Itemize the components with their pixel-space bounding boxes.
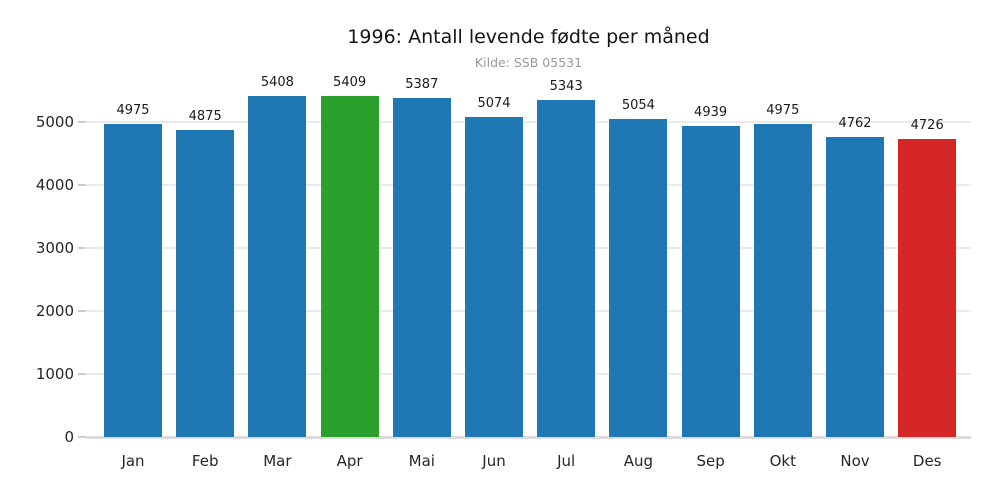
chart-title: 1996: Antall levende fødte per måned	[347, 26, 710, 48]
gridline-4000	[86, 184, 971, 186]
x-tick-label-feb: Feb	[191, 452, 219, 470]
y-tick-mark-5000	[78, 121, 86, 123]
value-label-okt: 4975	[766, 102, 800, 118]
x-tick-label-des: Des	[912, 452, 942, 470]
bar-feb	[176, 129, 235, 437]
y-tick-label-5000: 5000	[35, 113, 74, 131]
value-label-apr: 5409	[333, 75, 367, 91]
gridline-2000	[86, 310, 971, 312]
value-label-nov: 4762	[838, 115, 872, 131]
bar-mar	[248, 96, 307, 437]
bar-apr	[320, 96, 379, 437]
value-label-jan: 4975	[116, 102, 150, 118]
x-tick-label-okt: Okt	[769, 452, 796, 470]
y-tick-mark-3000	[78, 247, 86, 249]
y-tick-label-0: 0	[64, 428, 74, 446]
value-label-aug: 5054	[621, 97, 655, 113]
bar-des	[898, 139, 957, 437]
bar-sep	[681, 125, 740, 437]
x-tick-label-sep: Sep	[696, 452, 725, 470]
value-label-des: 4726	[910, 118, 944, 134]
y-tick-mark-2000	[78, 310, 86, 312]
y-tick-label-2000: 2000	[35, 302, 74, 320]
value-label-feb: 4875	[188, 108, 222, 124]
x-tick-label-jul: Jul	[557, 452, 576, 470]
x-axis-line	[86, 436, 971, 439]
x-tick-label-aug: Aug	[623, 452, 654, 470]
value-label-jun: 5074	[477, 96, 511, 112]
bar-aug	[609, 118, 668, 437]
x-tick-label-apr: Apr	[336, 452, 363, 470]
gridline-3000	[86, 247, 971, 249]
x-tick-label-jan: Jan	[121, 452, 145, 470]
y-tick-mark-0	[78, 436, 86, 438]
bar-jul	[537, 100, 596, 437]
bar-mai	[392, 97, 451, 437]
chart-subtitle: Kilde: SSB 05531	[474, 55, 583, 70]
gridline-5000	[86, 121, 971, 123]
value-label-mar: 5408	[260, 75, 294, 91]
value-label-jul: 5343	[549, 79, 583, 95]
bar-nov	[826, 136, 884, 437]
x-tick-label-nov: Nov	[840, 452, 870, 470]
y-tick-label-4000: 4000	[35, 176, 74, 194]
x-tick-label-jun: Jun	[482, 452, 506, 470]
bar-jan	[104, 123, 162, 437]
gridline-1000	[86, 373, 971, 375]
bar-jun	[465, 117, 523, 437]
x-tick-label-mai: Mai	[408, 452, 435, 470]
y-tick-label-3000: 3000	[35, 239, 74, 257]
bar-okt	[753, 123, 812, 437]
value-label-mai: 5387	[405, 76, 439, 92]
y-tick-label-1000: 1000	[35, 365, 74, 383]
y-tick-mark-4000	[78, 184, 86, 186]
y-tick-mark-1000	[78, 373, 86, 375]
x-tick-label-mar: Mar	[263, 452, 292, 470]
value-label-sep: 4939	[694, 104, 728, 120]
